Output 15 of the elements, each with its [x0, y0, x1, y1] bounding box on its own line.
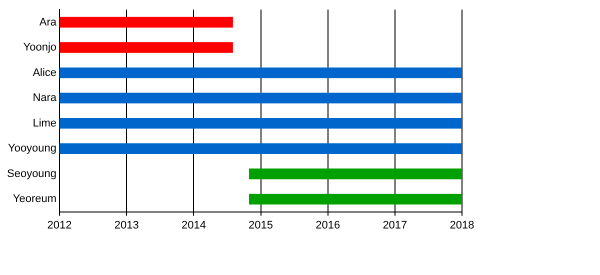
- x-tick-label: 2012: [47, 219, 72, 232]
- x-tick-label: 2018: [450, 219, 474, 232]
- x-tick-label: 2016: [316, 219, 340, 232]
- x-tick-label: 2015: [248, 219, 274, 232]
- y-tick-label: Ara: [39, 16, 58, 28]
- y-tick-label: Nara: [32, 92, 58, 104]
- y-tick-label: Yeoreum: [12, 193, 57, 206]
- y-tick-label: Lime: [32, 117, 57, 130]
- y-tick-label: Alice: [32, 66, 57, 79]
- x-tick-label: 2014: [181, 219, 206, 232]
- x-tick-label: 2017: [382, 219, 408, 232]
- x-tick-label: 2013: [114, 219, 139, 232]
- y-tick-label: Yooyoung: [8, 142, 57, 155]
- y-tick-label: Seoyoung: [6, 168, 57, 180]
- y-tick-label: Yoonjo: [23, 42, 57, 54]
